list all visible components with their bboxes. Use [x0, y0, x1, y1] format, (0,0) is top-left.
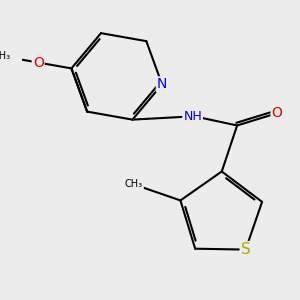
Text: NH: NH	[183, 110, 202, 123]
Text: CH₃: CH₃	[0, 51, 11, 61]
Text: O: O	[33, 56, 44, 70]
Text: N: N	[157, 77, 167, 92]
Text: O: O	[272, 106, 282, 120]
Text: CH₃: CH₃	[125, 179, 143, 190]
Text: S: S	[241, 242, 250, 257]
